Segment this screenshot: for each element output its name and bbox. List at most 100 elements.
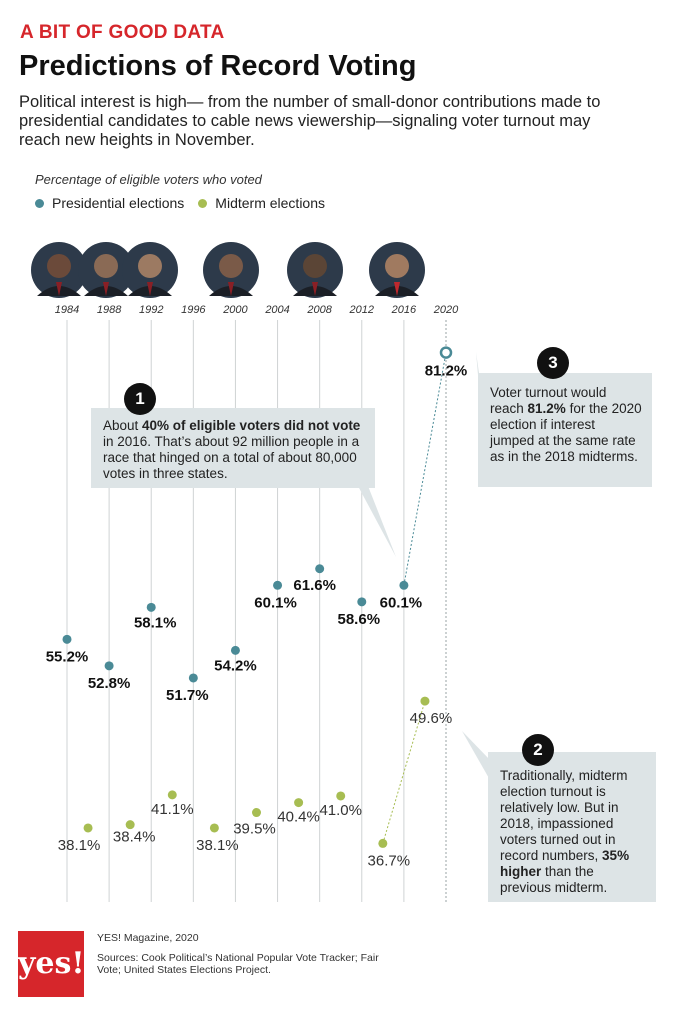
midterm-point-1986 [83,823,93,833]
publication-credit: YES! Magazine, 2020 [97,932,199,944]
x-tick-1996: 1996 [181,304,206,316]
annotation-3-rest: for the 2020 election if interest jumped… [490,401,642,464]
presidential-label-2000: 54.2% [214,657,257,674]
chart-subtitle: Political interest is high— from the num… [19,93,601,149]
annotation-box-2: Traditionally, midterm election turnout … [488,752,656,902]
midterm-label-1990: 38.4% [113,829,156,846]
legend-item-presidential: Presidential elections [35,195,184,211]
annotation-1-bold: 40% of eligible voters did not vote [142,418,361,433]
midterm-point-1990 [125,820,135,830]
x-tick-1992: 1992 [139,304,163,316]
presidential-label-2012: 58.6% [338,611,381,628]
midterm-point-2010 [336,791,346,801]
portrait-tie [103,282,109,296]
legend-label-presidential: Presidential elections [52,195,185,211]
midterm-label-2014: 36.7% [368,852,411,869]
data-points: 55.2%52.8%58.1%51.7%54.2%60.1%61.6%58.6%… [46,346,468,869]
annotation-badge-3: 3 [537,347,569,379]
x-tick-2012: 2012 [349,304,374,316]
annotation-box-3: Voter turnout would reach 81.2% for the … [478,373,652,487]
midterm-label-1994: 41.1% [151,801,194,818]
presidential-label-1996: 51.7% [166,687,209,704]
presidential-point-1988 [104,661,114,671]
x-tick-2016: 2016 [391,304,417,316]
portrait-tie [147,282,153,296]
kicker: A BIT OF GOOD DATA [20,22,225,43]
projected-point-2020 [439,346,453,359]
presidential-label-1988: 52.8% [88,675,131,692]
midterm-trend-line [382,700,426,844]
annotation-badge-1: 1 [124,383,156,415]
portrait-face [47,254,71,278]
presidential-point-1996 [188,673,198,683]
portrait-tie [228,282,234,296]
president-portrait [31,242,87,298]
presidential-projection-line [403,352,447,586]
x-tick-2020: 2020 [433,304,459,316]
sources: Sources: Cook Political’s National Popul… [97,952,379,976]
portrait-face [219,254,243,278]
presidential-point-2008 [315,564,325,574]
annotation-badge-2: 2 [522,734,554,766]
chart-title: Predictions of Record Voting [19,50,417,82]
midterm-point-2018 [420,696,430,706]
president-portraits [31,242,425,298]
annotation-1-lead: About [103,418,143,433]
x-tick-2000: 2000 [222,304,248,316]
presidential-label-1992: 58.1% [134,614,177,631]
x-tick-2004: 2004 [264,304,289,316]
midterm-point-2006 [294,798,304,808]
legend-label-midterm: Midterm elections [215,195,325,211]
annotation-3-lead: Voter turnout would reach [490,385,607,416]
midterm-label-2018: 49.6% [410,710,453,727]
annotation-2-lead: Traditionally, midterm election turnout … [500,768,628,863]
midterm-dot-icon [198,198,208,208]
presidential-label-2008: 61.6% [293,577,336,594]
midterm-label-2010: 41.0% [319,802,362,819]
annotation-box-1: About 40% of eligible voters did not vot… [91,408,375,488]
presidential-label-2016: 60.1% [380,594,423,611]
presidential-point-1992 [146,602,156,612]
x-tick-2008: 2008 [306,304,332,316]
x-tick-labels: 1984 1988 1992 1996 2000 2004 2008 2012 2016 2020 [55,304,459,316]
president-portrait [203,242,259,298]
callout-2-pointer [462,731,490,780]
midterm-point-1998 [209,823,219,833]
presidential-point-1984 [62,634,72,644]
midterm-label-1998: 38.1% [196,837,239,854]
president-portrait [78,242,134,298]
portrait-tie [394,282,400,296]
portrait-face [385,254,409,278]
midterm-label-2002: 39.5% [233,821,276,838]
legend-item-midterm: Midterm elections [198,195,325,211]
presidential-label-1984: 55.2% [46,648,89,665]
president-portrait [122,242,178,298]
presidential-point-2000 [230,645,240,655]
presidential-dot-icon [35,198,44,208]
midterm-label-2006: 40.4% [277,809,320,826]
midterm-point-2002 [252,808,261,818]
annotation-2-rest: than the previous midterm. [500,864,608,895]
midterm-point-2014 [378,838,388,848]
portrait-tie [312,282,318,296]
annotation-2-bold: 35% higher [500,848,630,879]
presidential-point-2012 [357,597,367,607]
midterm-point-1994 [167,790,177,800]
y-axis-label: Percentage of eligible voters who voted [35,172,262,187]
portrait-face [138,254,162,278]
projection-lines [382,352,447,844]
legend: Presidential elections Midterm elections [35,195,325,211]
president-portrait [287,242,343,298]
presidential-point-2016 [399,580,409,590]
presidential-point-2004 [273,580,283,590]
callout-1-pointer [358,486,396,557]
presidential-label-2004: 60.1% [254,594,297,611]
annotation-3-bold: 81.2% [527,401,566,416]
portrait-face [94,254,118,278]
portrait-face [303,254,327,278]
projected-label-2020: 81.2% [425,363,468,380]
president-portrait [369,242,425,298]
x-tick-1988: 1988 [97,304,122,316]
x-tick-1984: 1984 [55,304,79,316]
